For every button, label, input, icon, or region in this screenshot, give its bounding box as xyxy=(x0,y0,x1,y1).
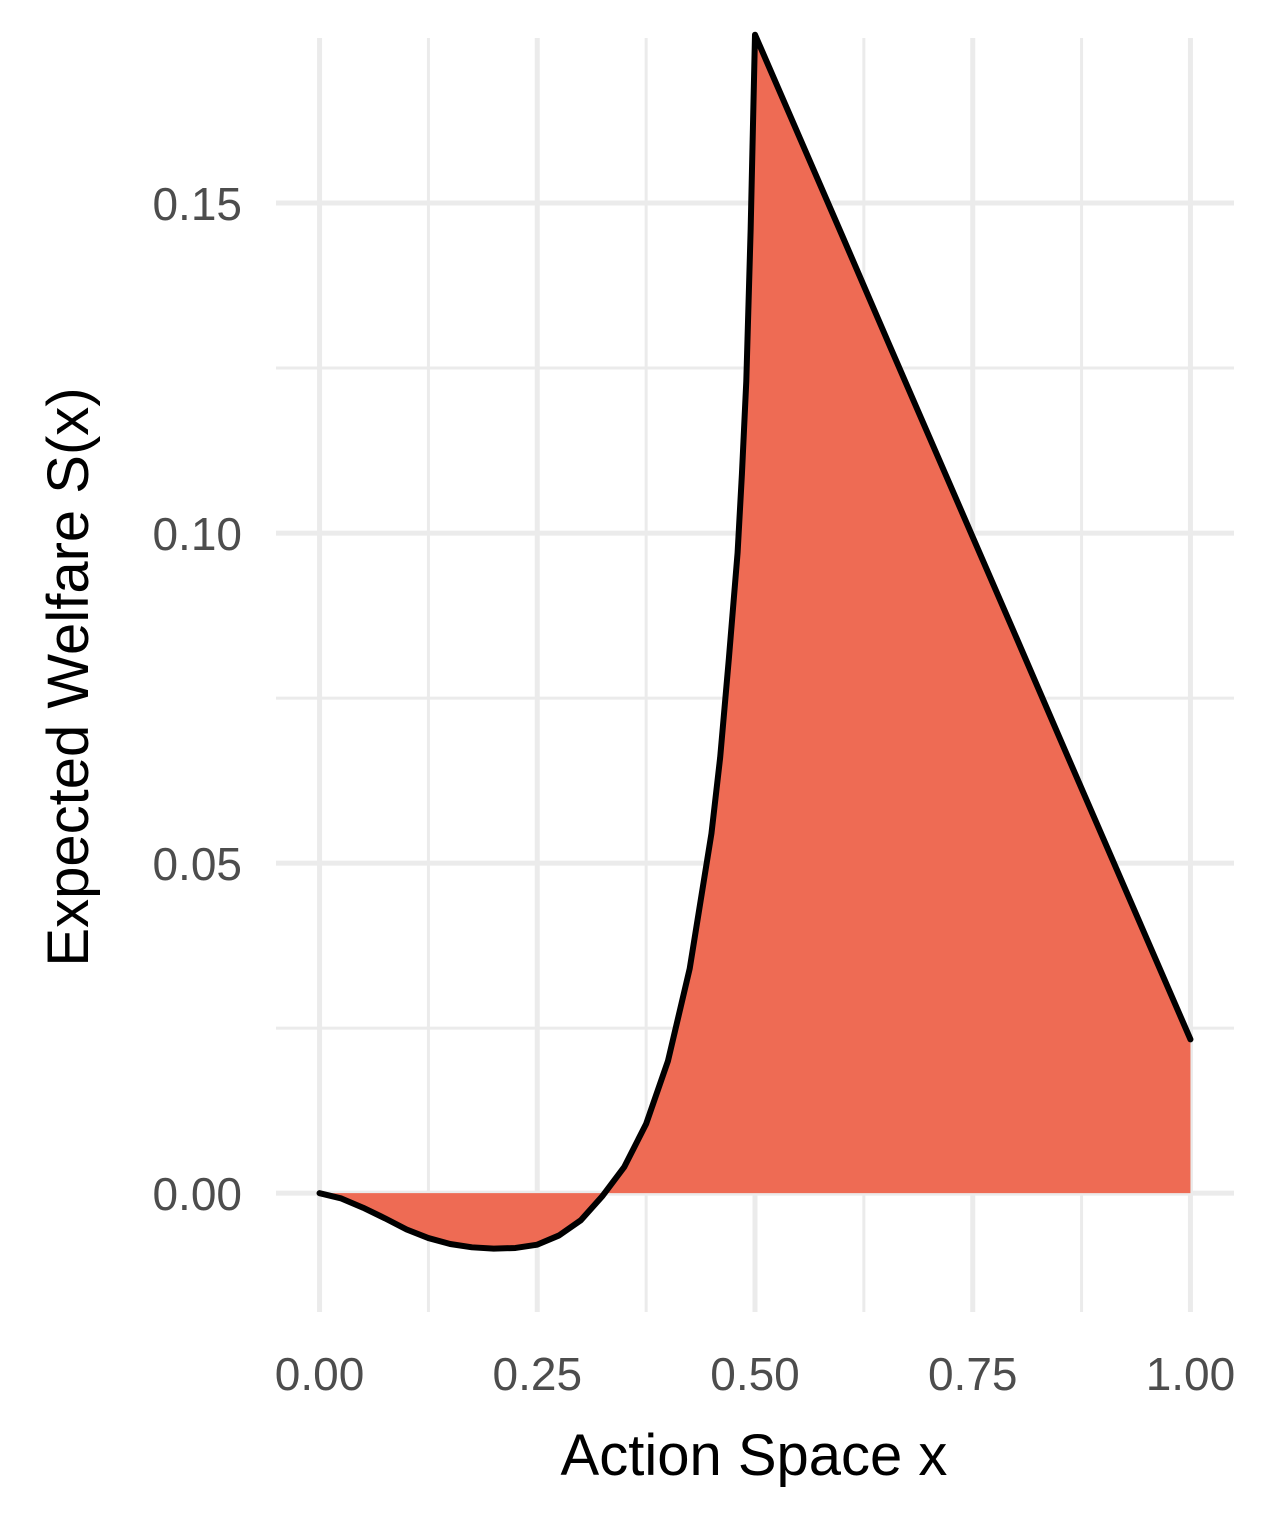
welfare-area-fill xyxy=(319,34,1191,1249)
x-tick-label: 0.75 xyxy=(928,1348,1018,1400)
y-tick-label: 0.15 xyxy=(152,178,242,230)
y-axis-ticks: 0.00 0.05 0.10 0.15 xyxy=(152,178,242,1220)
y-axis-title: Expected Welfare S(x) xyxy=(36,387,101,966)
y-tick-label: 0.10 xyxy=(152,508,242,560)
x-tick-label: 0.50 xyxy=(710,1348,800,1400)
area-fill-layer xyxy=(319,34,1191,1249)
y-tick-label: 0.05 xyxy=(152,838,242,890)
welfare-line-layer xyxy=(316,31,1194,1252)
x-axis-title: Action Space x xyxy=(561,1423,948,1488)
y-tick-label: 0.00 xyxy=(152,1168,242,1220)
welfare-line xyxy=(316,31,1194,1252)
x-tick-label: 0.25 xyxy=(493,1348,583,1400)
x-tick-label: 0.00 xyxy=(275,1348,365,1400)
x-axis-ticks: 0.00 0.25 0.50 0.75 1.00 xyxy=(275,1348,1235,1400)
x-tick-label: 1.00 xyxy=(1146,1348,1236,1400)
